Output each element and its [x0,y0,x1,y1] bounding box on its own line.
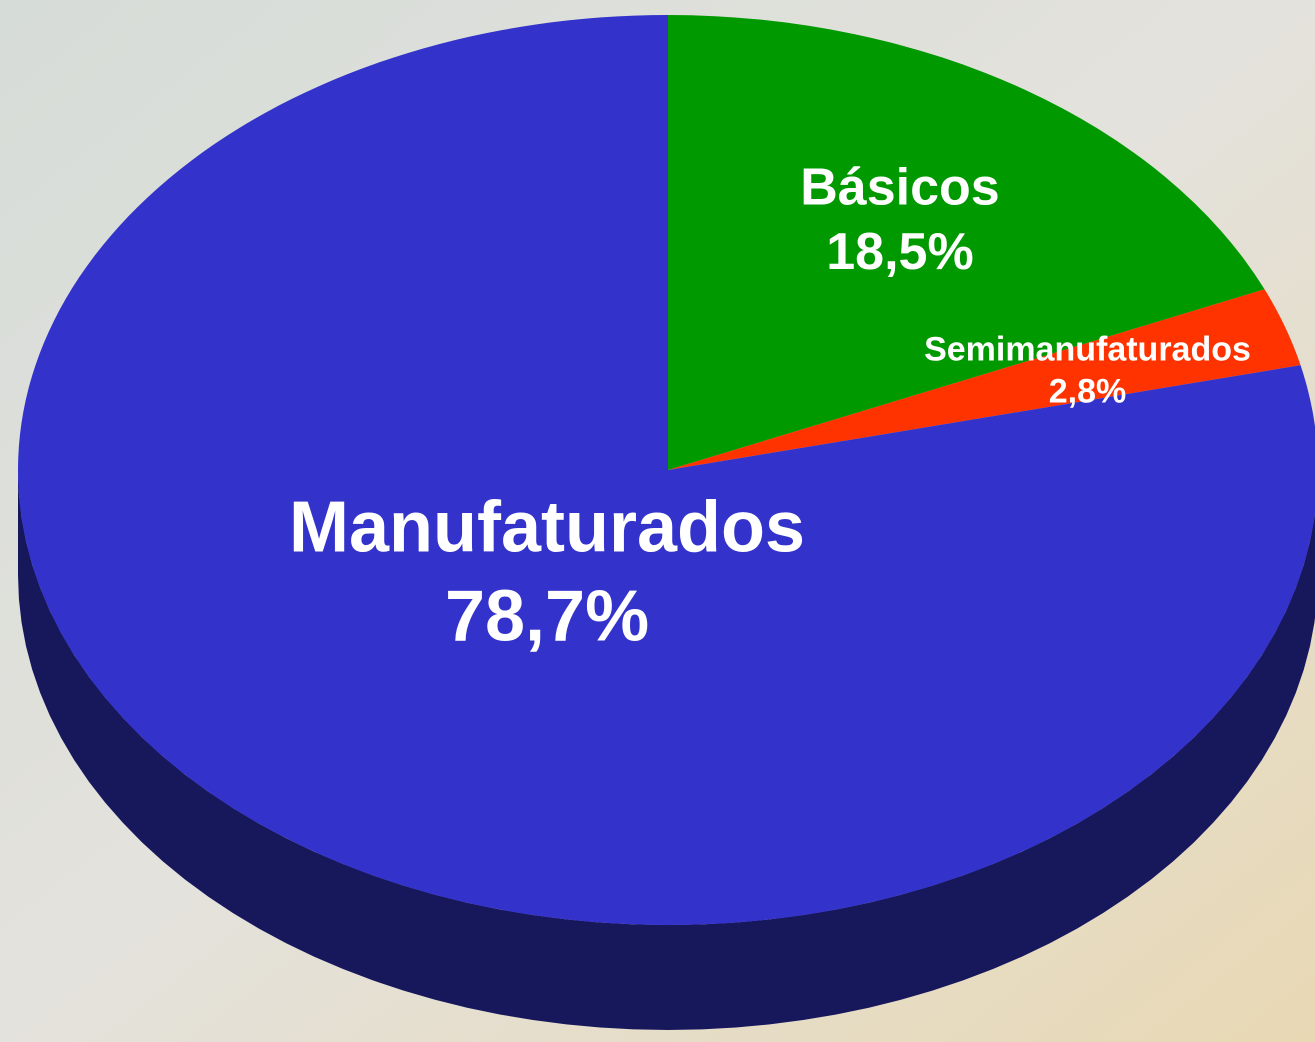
value-label: 18,5% [826,223,973,281]
value-label: 78,7% [445,577,649,657]
pie: Básicos 18,5% Semimanufaturados 2,8% Manufat… [18,15,1315,1030]
slice-side [18,470,1315,1030]
slice [668,289,1301,470]
slice-label: Manufaturados [289,487,805,567]
value-label: 2,8% [1049,373,1127,411]
slice-label: Semimanufaturados [924,330,1251,368]
slice [18,15,1315,925]
slice-label: Básicos [800,158,999,216]
slice [668,15,1265,470]
